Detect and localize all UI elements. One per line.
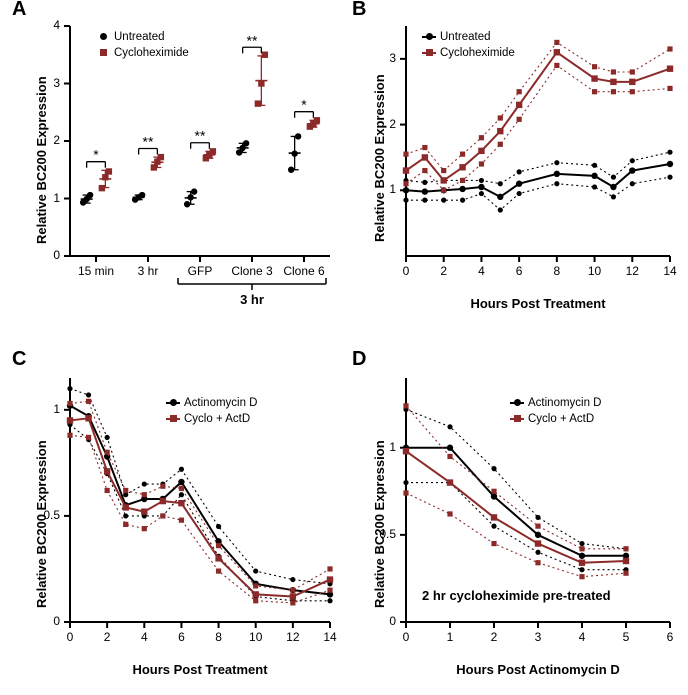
x-title-b: Hours Post Treatment: [406, 296, 670, 311]
legend-label: Untreated: [114, 30, 165, 44]
x-tick-label: 6: [516, 264, 523, 278]
x-tick-label: Clone 6: [283, 264, 324, 278]
x-title-d: Hours Post Actinomycin D: [406, 662, 670, 677]
x-tick-label: 0: [403, 630, 410, 644]
legend-label: Actinomycin D: [528, 396, 602, 410]
x-tick-label: 3 hr: [138, 264, 159, 278]
y-tick-label: 0.5: [30, 508, 60, 522]
overlay-d: 2 hr cycloheximide pre-treated: [422, 588, 611, 603]
y-tick-label: 1: [30, 191, 60, 205]
legend-c: Actinomycin D Cyclo + ActD: [166, 396, 258, 428]
y-title-a: Relative BC200 Expression: [34, 76, 49, 244]
legend-label: Actinomycin D: [184, 396, 258, 410]
x-tick-label: 2: [491, 630, 498, 644]
x-tick-label: 2: [104, 630, 111, 644]
x-tick-label: 12: [286, 630, 299, 644]
y-title-b: Relative BC200 Expression: [372, 74, 387, 242]
y-tick-label: 3: [366, 51, 396, 65]
legend-label: Cycloheximide: [440, 46, 515, 60]
x-tick-label: 3: [535, 630, 542, 644]
x-tick-label: 10: [249, 630, 262, 644]
legend-row: Untreated: [96, 30, 189, 44]
y-tick-label: 3: [30, 76, 60, 90]
y-tick-label: 1: [30, 402, 60, 416]
legend-row: Cycloheximide: [96, 46, 189, 60]
x-tick-label: 1: [447, 630, 454, 644]
legend-row: Actinomycin D: [166, 396, 258, 410]
x-tick-label: GFP: [188, 264, 213, 278]
x-tick-label: 2: [440, 264, 447, 278]
x-tick-label: 4: [141, 630, 148, 644]
y-tick-label: 4: [30, 18, 60, 32]
y-tick-label: 0: [366, 614, 396, 628]
y-tick-label: 0.5: [366, 527, 396, 541]
x-tick-label: 5: [623, 630, 630, 644]
x-tick-label: 8: [215, 630, 222, 644]
legend-row: Cycloheximide: [422, 46, 515, 60]
y-tick-label: 1: [366, 182, 396, 196]
legend-row: Cyclo + ActD: [166, 412, 258, 426]
legend-row: Actinomycin D: [510, 396, 602, 410]
y-title-c: Relative BC200 Expression: [34, 440, 49, 608]
y-tick-label: 2: [30, 133, 60, 147]
x-tick-label: 12: [626, 264, 639, 278]
x-tick-label: 6: [667, 630, 674, 644]
legend-label: Cyclo + ActD: [528, 412, 594, 426]
legend-row: Untreated: [422, 30, 515, 44]
legend-d: Actinomycin D Cyclo + ActD: [510, 396, 602, 428]
legend-row: Cyclo + ActD: [510, 412, 602, 426]
x-tick-label: 14: [323, 630, 336, 644]
x-tick-label: 4: [478, 264, 485, 278]
legend-a: Untreated Cycloheximide: [96, 30, 189, 62]
y-tick-label: 0: [30, 614, 60, 628]
x-tick-label: 14: [663, 264, 676, 278]
legend-label: Cycloheximide: [114, 46, 189, 60]
y-tick-label: 1: [366, 440, 396, 454]
legend-label: Untreated: [440, 30, 491, 44]
x-tick-label: 6: [178, 630, 185, 644]
y-tick-label: 0: [30, 248, 60, 262]
y-tick-label: 2: [366, 117, 396, 131]
x-tick-label: 8: [554, 264, 561, 278]
x-tick-label: 10: [588, 264, 601, 278]
x-tick-label: 0: [403, 264, 410, 278]
x-tick-label: 4: [579, 630, 586, 644]
x-title-c: Hours Post Treatment: [70, 662, 330, 677]
legend-b: Untreated Cycloheximide: [422, 30, 515, 62]
x-tick-label: 15 min: [78, 264, 114, 278]
x-tick-label: 0: [67, 630, 74, 644]
y-title-d: Relative BC200 Expression: [372, 440, 387, 608]
legend-label: Cyclo + ActD: [184, 412, 250, 426]
x-tick-label: Clone 3: [231, 264, 272, 278]
